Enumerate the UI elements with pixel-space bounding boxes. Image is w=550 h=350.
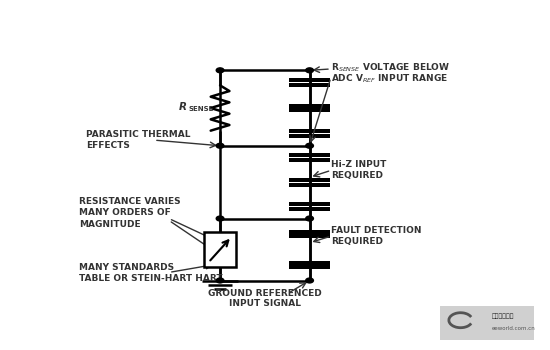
- Text: ADC V$_{REF}$ INPUT RANGE: ADC V$_{REF}$ INPUT RANGE: [331, 73, 448, 85]
- Text: MANY STANDARDS: MANY STANDARDS: [79, 263, 174, 272]
- Text: REQUIRED: REQUIRED: [331, 172, 383, 181]
- Text: Hi-Z INPUT: Hi-Z INPUT: [331, 160, 386, 169]
- Text: eeworld.com.cn: eeworld.com.cn: [492, 326, 535, 331]
- Circle shape: [306, 144, 313, 148]
- Text: PARASITIC THERMAL: PARASITIC THERMAL: [86, 130, 190, 139]
- Bar: [204, 232, 236, 267]
- Text: MANY ORDERS OF: MANY ORDERS OF: [79, 208, 171, 217]
- Circle shape: [306, 278, 313, 283]
- Text: GROUND REFERENCED: GROUND REFERENCED: [208, 289, 322, 298]
- Text: FAULT DETECTION: FAULT DETECTION: [331, 226, 421, 234]
- Text: SENSE: SENSE: [189, 106, 214, 112]
- Circle shape: [306, 68, 313, 73]
- Circle shape: [216, 216, 224, 221]
- Text: EFFECTS: EFFECTS: [86, 141, 130, 150]
- Text: MAGNITUDE: MAGNITUDE: [79, 220, 141, 229]
- Circle shape: [216, 68, 224, 73]
- Circle shape: [306, 216, 313, 221]
- Circle shape: [216, 278, 224, 283]
- Text: R: R: [179, 102, 187, 112]
- Text: RESISTANCE VARIES: RESISTANCE VARIES: [79, 197, 181, 206]
- Text: TABLE OR STEIN-HART HART: TABLE OR STEIN-HART HART: [79, 274, 223, 284]
- Text: 电子工程世界: 电子工程世界: [492, 314, 514, 319]
- Text: R$_{SENSE}$ VOLTAGE BELOW: R$_{SENSE}$ VOLTAGE BELOW: [331, 61, 450, 74]
- Text: REQUIRED: REQUIRED: [331, 237, 383, 246]
- Text: INPUT SIGNAL: INPUT SIGNAL: [229, 299, 301, 308]
- Circle shape: [216, 144, 224, 148]
